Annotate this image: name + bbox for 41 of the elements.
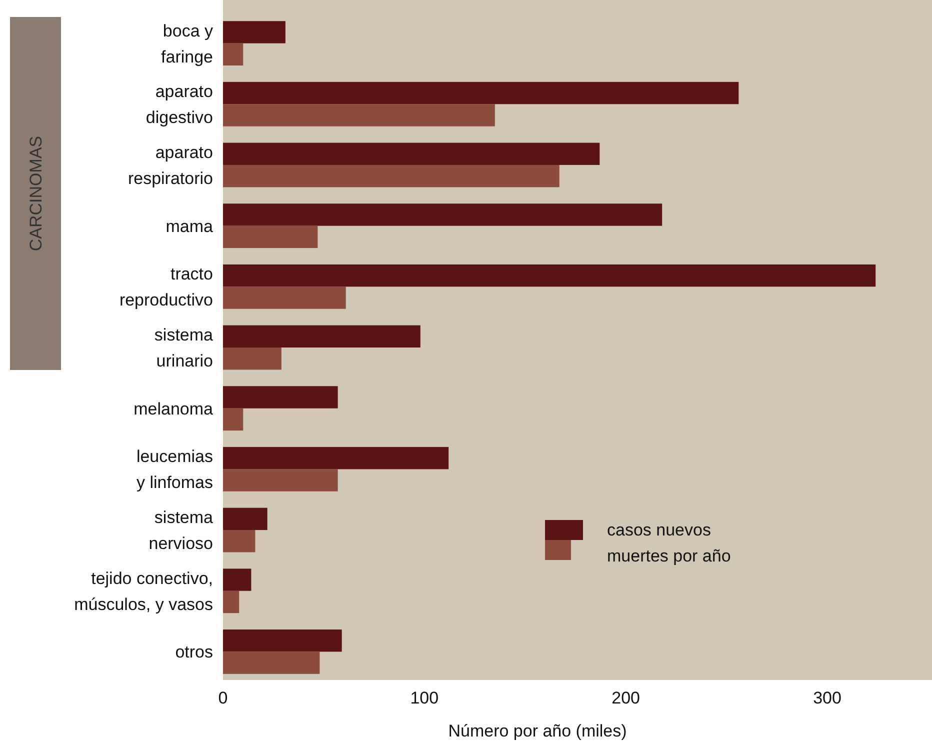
text: CARCINOMAS xyxy=(26,136,46,252)
bar xyxy=(223,264,876,287)
bar xyxy=(223,325,420,348)
x-tick-label: 100 xyxy=(410,688,439,708)
bar xyxy=(223,226,318,248)
y-tick-label: mama xyxy=(166,216,214,236)
bar xyxy=(223,21,286,44)
y-tick-label: otros xyxy=(175,642,213,662)
bar xyxy=(223,568,252,591)
bar xyxy=(223,446,449,470)
bar xyxy=(223,348,282,370)
y-tick-label: tejido conectivo, músculos, y vasos xyxy=(74,568,213,614)
x-tick-label: 300 xyxy=(813,688,842,708)
x-tick-label: 200 xyxy=(612,688,640,708)
y-tick-label: melanoma xyxy=(134,398,214,418)
bar xyxy=(223,142,600,165)
bar xyxy=(223,104,495,126)
bar xyxy=(223,508,268,530)
x-tick-label: 0 xyxy=(218,688,228,708)
y-tick-label: tracto reproductivo xyxy=(119,264,213,310)
bar xyxy=(223,530,256,552)
y-tick-label: aparato respiratorio xyxy=(128,142,213,188)
y-tick-label: boca y faringe xyxy=(161,20,214,66)
legend-label: muertes por año xyxy=(607,546,731,566)
bar xyxy=(223,386,338,408)
y-tick-label: aparato digestivo xyxy=(146,82,213,127)
legend-label: casos nuevos xyxy=(607,520,711,540)
x-axis-title: Número por año (miles) xyxy=(448,722,627,740)
y-tick-label: sistema nervioso xyxy=(148,508,214,553)
bar xyxy=(223,286,346,309)
bar xyxy=(223,469,338,492)
y-tick-label: sistema urinario xyxy=(154,325,214,370)
bar xyxy=(223,630,342,652)
bar xyxy=(223,590,240,614)
y-tick-label: leucemias y linfomas xyxy=(136,446,213,492)
bar xyxy=(223,164,560,188)
bar xyxy=(223,204,662,226)
bar xyxy=(223,82,739,104)
bar xyxy=(223,43,244,66)
bar xyxy=(223,408,244,431)
bar xyxy=(223,652,320,674)
